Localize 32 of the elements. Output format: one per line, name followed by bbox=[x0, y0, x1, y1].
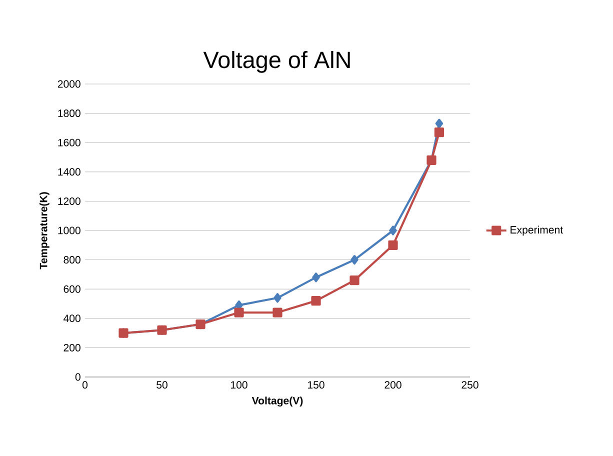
y-tick-label: 400 bbox=[64, 314, 80, 322]
x-axis-title: Voltage(V) bbox=[252, 396, 303, 407]
chart-title: Voltage of AlN bbox=[203, 50, 350, 73]
point bbox=[234, 308, 244, 318]
x-tick-label: 200 bbox=[384, 381, 402, 389]
y-tick-label: 200 bbox=[64, 344, 80, 352]
point bbox=[350, 276, 360, 286]
y-tick-label: 1600 bbox=[58, 138, 80, 146]
y-tick-label: 1000 bbox=[58, 226, 80, 234]
point bbox=[272, 308, 282, 318]
x-tick-label: 0 bbox=[82, 381, 88, 389]
point bbox=[389, 226, 397, 236]
point bbox=[274, 293, 282, 303]
x-tick-label: 100 bbox=[231, 381, 248, 389]
x-tick-label: 250 bbox=[462, 381, 478, 389]
y-tick-label: 800 bbox=[64, 256, 80, 264]
y-tick-label: 600 bbox=[64, 285, 80, 293]
y-axis-title: Temperature(K) bbox=[40, 192, 50, 270]
y-tick-label: 0 bbox=[75, 373, 80, 381]
point bbox=[434, 128, 444, 138]
y-tick-label: 1200 bbox=[58, 197, 80, 205]
y-tick-label: 1800 bbox=[58, 110, 80, 118]
point bbox=[388, 240, 398, 250]
y-tick-label: 2000 bbox=[58, 80, 80, 88]
point bbox=[312, 272, 320, 282]
legend-label: Experiment bbox=[510, 226, 563, 236]
point bbox=[350, 255, 358, 265]
y-tick-label: 1400 bbox=[58, 168, 80, 176]
x-tick-label: 50 bbox=[156, 381, 168, 389]
point bbox=[435, 118, 444, 128]
x-tick-label: 150 bbox=[308, 381, 324, 389]
point bbox=[311, 296, 321, 306]
